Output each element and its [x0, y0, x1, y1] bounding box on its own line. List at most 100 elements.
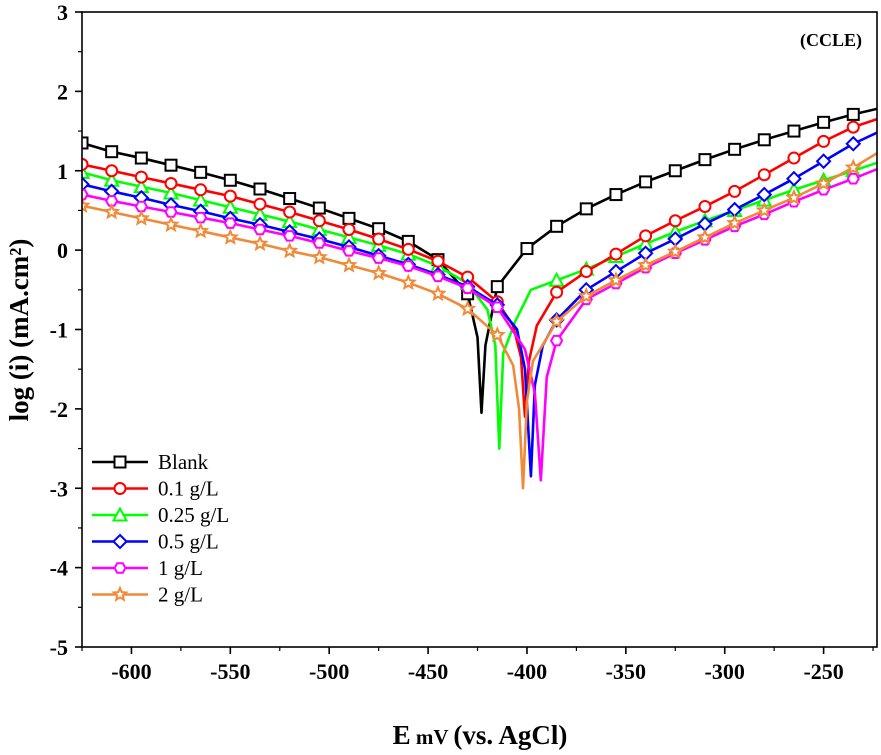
- series-layer: [82, 107, 877, 490]
- data-point-circle: [372, 232, 386, 246]
- data-point-star: [814, 174, 833, 191]
- data-point-circle: [431, 254, 445, 268]
- data-point-circle: [668, 214, 682, 228]
- data-point-square: [520, 242, 534, 256]
- data-point-hexagon: [282, 230, 297, 242]
- data-point-square: [134, 151, 148, 165]
- data-point-circle: [846, 120, 860, 134]
- data-point-hexagon: [371, 252, 386, 264]
- y-tick-label: 3: [57, 0, 68, 25]
- data-point-star: [369, 264, 388, 281]
- x-axis-title: E mV (vs. AgCl): [393, 720, 568, 750]
- data-point-square: [817, 115, 831, 129]
- data-point-circle: [105, 164, 119, 178]
- data-point-hexagon: [134, 200, 148, 213]
- data-point-square: [113, 455, 127, 469]
- data-point-circle: [787, 151, 801, 165]
- data-point-star: [280, 241, 299, 259]
- data-point-star: [251, 234, 269, 252]
- data-point-star: [725, 214, 744, 231]
- legend-label: 0.5 g/L: [158, 530, 219, 554]
- data-point-circle: [194, 183, 208, 197]
- x-tick-label: -500: [309, 659, 349, 684]
- data-point-square: [550, 219, 564, 233]
- y-tick-label: 2: [57, 79, 68, 104]
- data-point-circle: [757, 168, 771, 182]
- series-line: [82, 107, 877, 415]
- y-tick-label: -3: [50, 476, 68, 501]
- data-point-hexagon: [194, 211, 208, 224]
- data-point-circle: [342, 222, 356, 236]
- legend-item: 1 g/L: [92, 556, 203, 580]
- series-2-g-l: [82, 151, 877, 490]
- data-point-star: [607, 271, 625, 288]
- data-point-hexagon: [846, 172, 860, 185]
- data-point-square: [728, 142, 742, 156]
- y-tick-label: -1: [50, 318, 68, 343]
- data-point-circle: [312, 214, 326, 228]
- x-axis-title-unit: mV: [411, 725, 454, 749]
- data-point-square: [846, 107, 860, 121]
- data-point-circle: [550, 285, 564, 299]
- data-point-square: [164, 158, 178, 172]
- legend-item: Blank: [92, 450, 209, 474]
- chart-annotation: (CCLE): [800, 30, 862, 51]
- data-point-hexagon: [401, 260, 415, 272]
- x-tick-label: -550: [210, 659, 250, 684]
- data-point-square: [698, 153, 712, 167]
- data-point-hexagon: [431, 270, 445, 283]
- data-point-star: [785, 188, 803, 206]
- x-axis-title-main: E: [393, 720, 411, 750]
- data-point-square: [787, 124, 801, 138]
- data-point-square: [82, 136, 89, 150]
- data-point-circle: [164, 176, 178, 190]
- data-point-diamond: [845, 135, 862, 152]
- series-0-25-g-l: [82, 161, 877, 450]
- x-tick-label: -250: [803, 659, 843, 684]
- data-point-star: [666, 242, 684, 260]
- data-point-square: [105, 145, 119, 159]
- series-line: [82, 151, 877, 490]
- data-point-hexagon: [549, 334, 564, 347]
- data-point-circle: [223, 189, 237, 203]
- data-point-square: [312, 201, 326, 215]
- data-point-diamond: [815, 153, 832, 170]
- y-tick-label: -4: [50, 556, 68, 581]
- data-point-star: [221, 228, 239, 245]
- data-point-hexagon: [105, 195, 119, 207]
- data-point-square: [639, 175, 653, 189]
- data-point-square: [194, 165, 208, 179]
- data-point-hexagon: [113, 562, 127, 574]
- data-point-hexagon: [164, 206, 178, 218]
- data-point-circle: [609, 247, 623, 261]
- legend-label: 0.1 g/L: [158, 477, 219, 501]
- data-point-circle: [817, 134, 831, 148]
- data-point-star: [132, 209, 150, 226]
- data-point-diamond: [112, 533, 128, 550]
- data-point-star: [696, 228, 714, 245]
- data-point-square: [609, 188, 623, 202]
- y-tick-label: 0: [57, 238, 68, 263]
- legend-item: 2 g/L: [92, 583, 203, 607]
- data-point-triangle: [111, 506, 129, 522]
- data-point-circle: [82, 157, 89, 171]
- data-point-circle: [639, 229, 653, 243]
- data-point-star: [111, 585, 129, 602]
- data-point-diamond: [82, 176, 90, 193]
- data-point-hexagon: [82, 188, 89, 201]
- data-point-diamond: [756, 186, 773, 203]
- y-axis-title: log (i) (mA.cm²): [4, 239, 34, 422]
- legend-item: 0.5 g/L: [92, 530, 219, 554]
- data-point-star: [458, 299, 477, 317]
- data-point-circle: [698, 199, 712, 213]
- data-point-star: [399, 273, 417, 291]
- data-point-star: [103, 202, 121, 220]
- data-point-star: [488, 325, 506, 343]
- data-point-star: [636, 256, 655, 273]
- data-point-square: [283, 192, 297, 206]
- legend-item: 0.25 g/L: [92, 503, 229, 527]
- data-point-circle: [134, 170, 148, 184]
- data-point-hexagon: [312, 237, 326, 249]
- data-point-circle: [728, 184, 742, 198]
